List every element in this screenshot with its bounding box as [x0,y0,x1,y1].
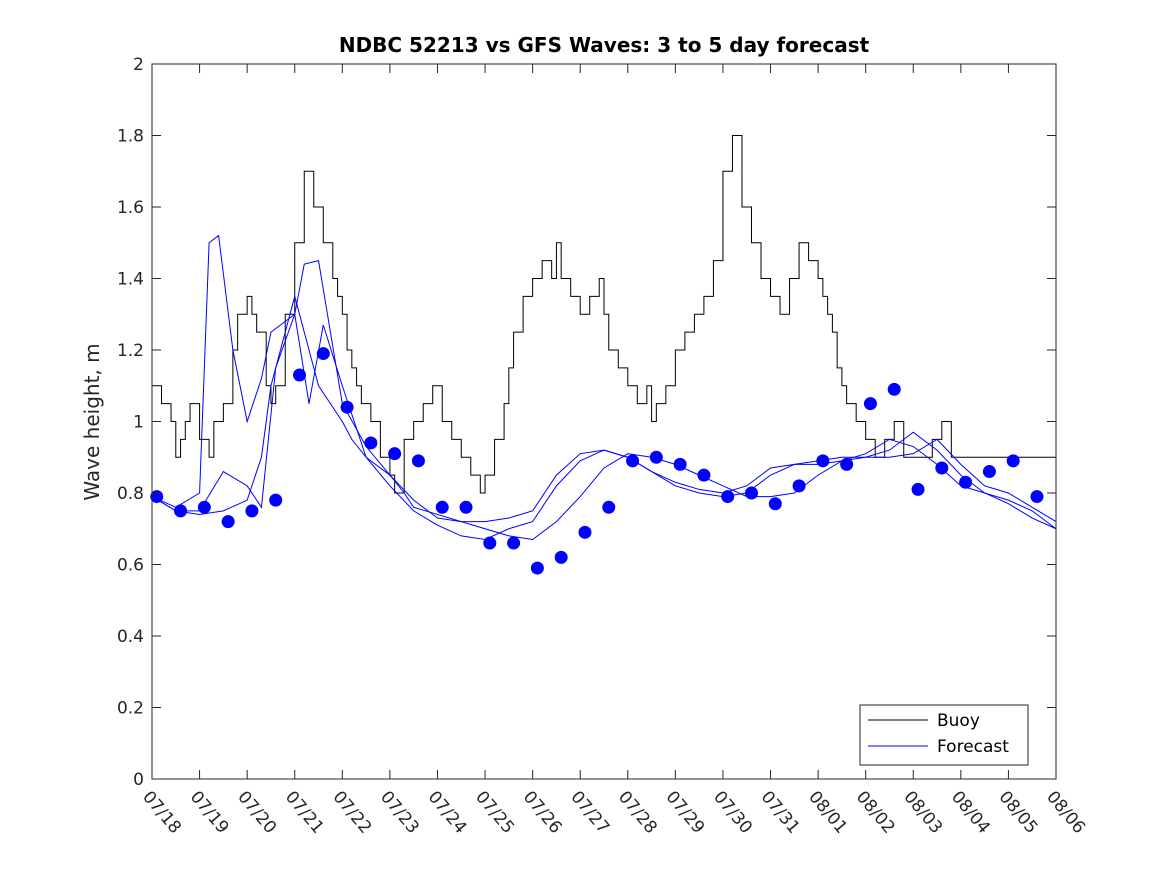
y-tick-label: 0.2 [117,699,144,719]
forecast-point [364,436,378,450]
y-tick-label: 0 [133,770,144,790]
forecast-point [626,454,640,468]
forecast-point [602,500,616,514]
forecast-point [292,368,306,382]
forecast-point [1030,490,1044,504]
forecast-point [388,447,402,461]
forecast-point [697,468,711,482]
forecast-point [221,515,235,529]
forecast-point [816,454,830,468]
forecast-point [340,400,354,414]
forecast-point [197,500,211,514]
series-layer [150,135,1057,575]
legend-buoy-label: Buoy [937,711,980,731]
forecast-point [768,497,782,511]
forecast-point [887,382,901,396]
forecast-point [316,347,330,361]
forecast-point [507,536,521,550]
forecast-point [578,525,592,539]
chart-title: NDBC 52213 vs GFS Waves: 3 to 5 day fore… [339,33,870,57]
legend-box [859,704,1029,766]
forecast-point [721,490,735,504]
legend: Buoy Forecast [859,704,1029,766]
forecast-point [935,461,949,475]
buoy-series-line [152,135,1056,494]
forecast-point [269,493,283,507]
forecast-point [411,454,425,468]
forecast-point [744,486,758,500]
forecast-point [863,397,877,411]
y-tick-label: 2 [133,55,144,75]
forecast-point [459,500,473,514]
forecast-point [959,475,973,489]
forecast-point [792,479,806,493]
forecast-point [483,536,497,550]
y-tick-label: 0.4 [117,627,144,647]
y-tick-label: 0.6 [117,556,144,576]
y-tick-label: 1.8 [117,127,144,147]
forecast-point [554,550,568,564]
forecast-point [673,457,687,471]
forecast-point [435,500,449,514]
forecast-point [1006,454,1020,468]
forecast-point [245,504,259,518]
forecast-point [174,504,188,518]
legend-forecast-label: Forecast [937,737,1009,757]
y-tick-label: 0.8 [117,484,144,504]
y-tick-label: 1.6 [117,198,144,218]
y-tick-label: 1.2 [117,341,144,361]
forecast-series-line [151,234,1057,530]
forecast-point [530,561,544,575]
forecast-point [649,450,663,464]
forecast-series-line [151,294,1057,541]
forecast-point [982,465,996,479]
y-axis-label: Wave height, m [80,343,104,500]
forecast-point [840,457,854,471]
y-tick-label: 1 [133,413,144,433]
forecast-series-line [151,314,1057,540]
forecast-point [911,482,925,496]
plot-frame [151,63,1057,780]
plot-area [152,64,1056,779]
y-tick-label: 1.4 [117,270,144,290]
